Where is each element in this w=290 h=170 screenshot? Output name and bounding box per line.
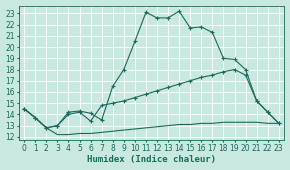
X-axis label: Humidex (Indice chaleur): Humidex (Indice chaleur): [87, 155, 216, 164]
